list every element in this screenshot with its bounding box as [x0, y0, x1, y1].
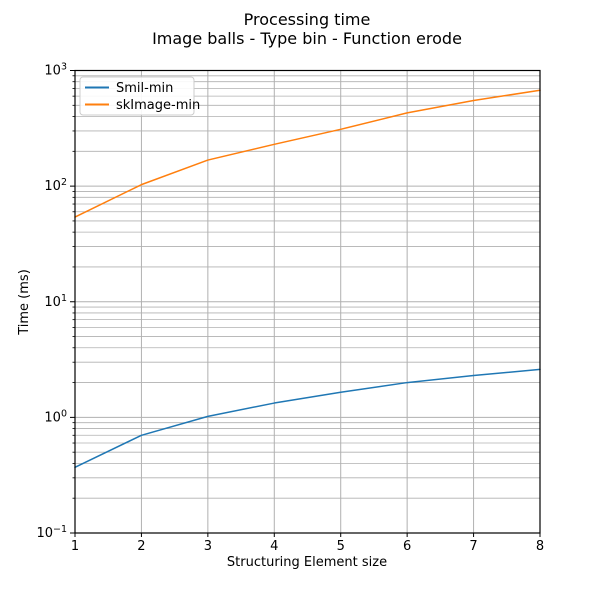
- data-series: [74, 89, 541, 469]
- x-tick-label: 4: [270, 539, 278, 554]
- y-tick-label: 100: [44, 408, 67, 425]
- x-tick-label: 6: [403, 539, 411, 554]
- chart-title-line2: Image balls - Type bin - Function erode: [152, 29, 462, 48]
- y-tick-label: 102: [44, 177, 67, 194]
- x-tick-label: 3: [204, 539, 212, 554]
- series-line-smil-min: [74, 368, 541, 469]
- x-tick-label: 5: [337, 539, 345, 554]
- legend: Smil-min skImage-min: [79, 76, 200, 116]
- axis-ticks: 10−1 100 101 102 103 1 2 3 4 5 6 7 8: [36, 62, 544, 555]
- y-axis-label: Time (ms): [17, 269, 32, 336]
- y-tick-label: 103: [44, 62, 67, 79]
- x-axis-label: Structuring Element size: [227, 555, 387, 570]
- x-tick-label: 1: [71, 539, 79, 554]
- x-tick-label: 2: [137, 539, 145, 554]
- y-tick-label: 101: [44, 293, 67, 310]
- legend-label-smil-min: Smil-min: [116, 81, 173, 96]
- chart-title-line1: Processing time: [244, 10, 371, 29]
- x-tick-label: 8: [536, 539, 544, 554]
- series-line-skimage-min: [74, 89, 541, 218]
- gridlines: [74, 70, 541, 534]
- y-tick-label: 10−1: [36, 524, 67, 541]
- x-tick-label: 7: [469, 539, 477, 554]
- legend-label-skimage-min: skImage-min: [116, 98, 200, 113]
